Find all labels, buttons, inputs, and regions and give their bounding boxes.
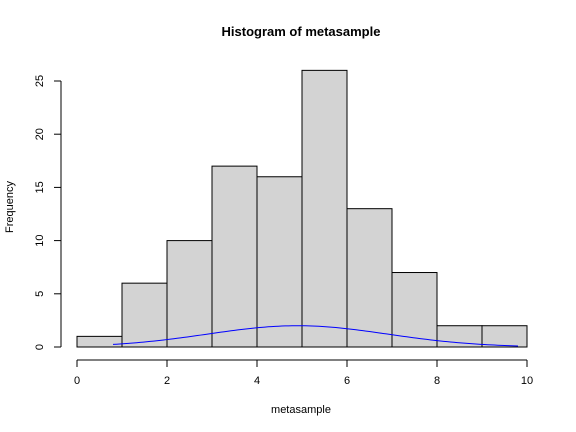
histogram-bar <box>211 165 258 348</box>
histogram-bar <box>301 69 348 348</box>
histogram-bars <box>76 69 528 348</box>
histogram-bar <box>166 240 213 348</box>
histogram-bar <box>76 335 123 348</box>
y-tick-label: 5 <box>34 291 46 297</box>
density-curve <box>112 325 519 347</box>
histogram-bar <box>346 208 393 348</box>
x-tick-label: 6 <box>344 375 350 387</box>
y-axis-label: Frequency <box>4 181 16 233</box>
histogram-bar <box>121 282 168 348</box>
x-tick-label: 2 <box>164 375 170 387</box>
y-tick-label: 0 <box>34 344 46 350</box>
x-axis-label: metasample <box>271 404 331 416</box>
chart-title: Histogram of metasample <box>222 24 381 39</box>
histogram-bar <box>391 272 438 348</box>
x-tick-label: 4 <box>254 375 260 387</box>
x-tick-label: 10 <box>521 375 533 387</box>
y-tick-label: 10 <box>34 234 46 246</box>
histogram-bar <box>256 176 303 348</box>
x-tick-label: 8 <box>434 375 440 387</box>
y-tick-label: 25 <box>34 75 46 87</box>
x-axis: 0 2 4 6 8 10 <box>74 359 533 387</box>
x-tick-label: 0 <box>74 375 80 387</box>
y-tick-label: 20 <box>34 128 46 140</box>
y-tick-label: 15 <box>34 181 46 193</box>
histogram-bar <box>481 325 528 348</box>
y-axis: 0 5 10 15 20 25 <box>34 75 62 350</box>
